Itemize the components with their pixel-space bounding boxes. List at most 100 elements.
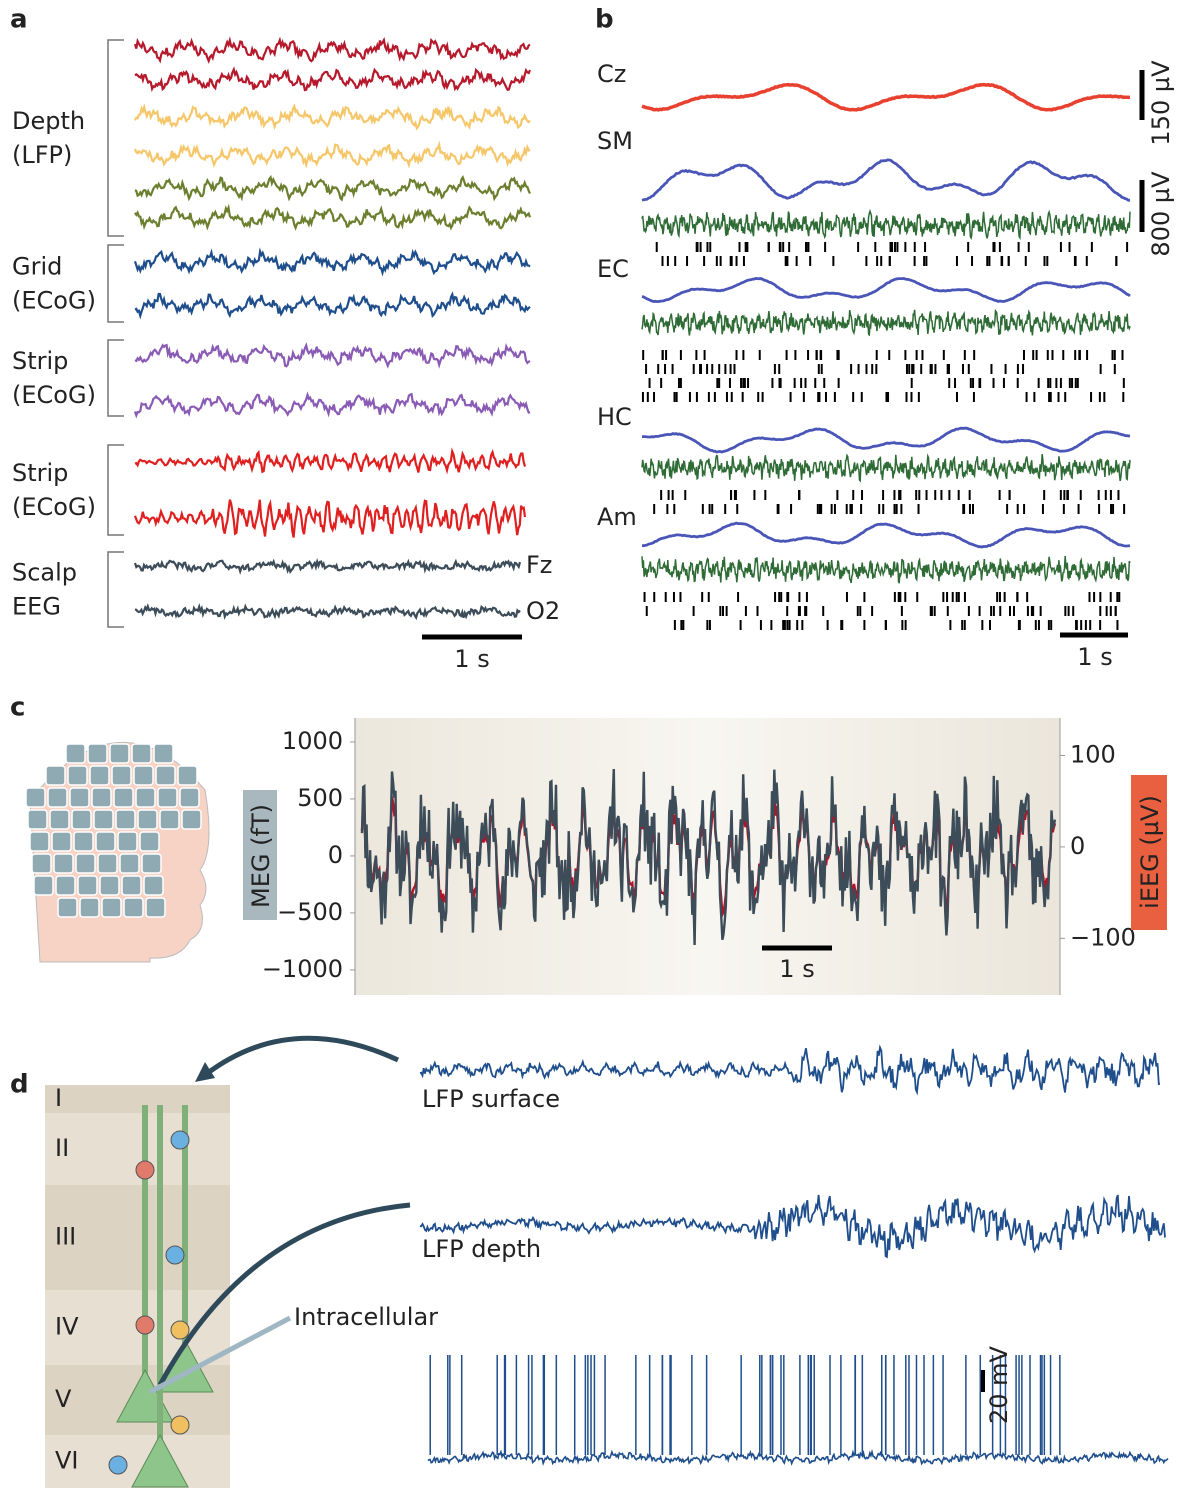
signal-trace xyxy=(133,499,527,538)
interneuron xyxy=(108,1455,128,1475)
sensor xyxy=(119,853,140,874)
y-tick-label: −500 xyxy=(277,898,343,926)
group-label: Strip xyxy=(12,347,68,375)
group-label: (LFP) xyxy=(12,141,72,169)
label-box xyxy=(1131,775,1167,930)
scale-label: 1 s xyxy=(779,955,814,983)
group-label: Strip xyxy=(12,459,68,487)
signal-trace xyxy=(641,82,1131,112)
signal-trace xyxy=(641,521,1131,549)
sensor xyxy=(113,787,134,808)
sensor xyxy=(135,787,156,808)
arrow xyxy=(157,1202,411,1387)
bracket xyxy=(107,244,124,323)
signal-trace xyxy=(134,174,531,202)
group-label: Depth xyxy=(12,107,85,135)
sensor xyxy=(99,875,120,896)
signal-trace xyxy=(641,308,1131,337)
layer-label: VI xyxy=(55,1447,79,1475)
y2-tick-label: 100 xyxy=(1070,740,1116,768)
sensor xyxy=(177,765,198,786)
channel-label: Am xyxy=(597,503,637,531)
signal-trace xyxy=(133,140,531,169)
sensor xyxy=(69,787,90,808)
sensor xyxy=(155,765,176,786)
scale-label: 800 µV xyxy=(1147,171,1175,257)
group-label: Grid xyxy=(12,253,62,281)
sensor xyxy=(73,831,94,852)
signal-trace xyxy=(419,1044,1161,1096)
sensor xyxy=(137,809,158,830)
sensor xyxy=(179,787,200,808)
signal-trace xyxy=(133,557,522,575)
signal-trace xyxy=(641,158,1131,202)
trace-label: LFP depth xyxy=(422,1235,541,1263)
signal-trace xyxy=(419,1194,1166,1259)
sensor xyxy=(49,809,70,830)
y-tick-label: 1000 xyxy=(282,727,343,755)
layer-label: V xyxy=(55,1385,72,1413)
signal-trace xyxy=(641,556,1131,584)
panel-label: b xyxy=(595,5,614,35)
sensor xyxy=(71,809,92,830)
sensor xyxy=(95,831,116,852)
trace-label: Intracellular xyxy=(294,1303,438,1331)
sensor xyxy=(123,897,144,918)
y-tick-label: 0 xyxy=(328,841,343,869)
sensor xyxy=(87,743,108,764)
sensor xyxy=(159,809,180,830)
sensor xyxy=(47,787,68,808)
group-label: EEG xyxy=(12,593,61,621)
signal-trace xyxy=(427,1448,1169,1466)
signal-trace xyxy=(133,36,531,64)
sensor xyxy=(109,743,130,764)
sensor xyxy=(181,809,202,830)
group-label: (ECoG) xyxy=(12,493,96,521)
signal-trace xyxy=(642,426,1131,454)
signal-trace xyxy=(641,453,1131,483)
cortical-layer xyxy=(45,1185,230,1290)
neuron xyxy=(131,1433,189,1488)
scale-label: 20 mV xyxy=(985,1345,1013,1424)
sensor xyxy=(25,787,46,808)
panel-label: a xyxy=(10,5,28,35)
sensor xyxy=(115,809,136,830)
sensor xyxy=(143,875,164,896)
sensor xyxy=(67,765,88,786)
bracket xyxy=(107,339,124,417)
label-box xyxy=(243,790,277,920)
sensor xyxy=(111,765,132,786)
sensor xyxy=(145,897,166,918)
sensor xyxy=(77,875,98,896)
signal-trace xyxy=(134,342,531,369)
signal-trace xyxy=(641,208,1131,241)
interneuron xyxy=(170,1415,190,1435)
plot-background xyxy=(355,718,1060,995)
sensor xyxy=(33,875,54,896)
layer-label: II xyxy=(55,1134,69,1162)
sensor xyxy=(45,765,66,786)
group-label: (ECoG) xyxy=(12,381,96,409)
arrow xyxy=(203,1035,400,1077)
signal-trace xyxy=(641,276,1131,304)
channel-label: HC xyxy=(597,403,632,431)
scale-label: 1 s xyxy=(454,645,489,673)
interneuron xyxy=(165,1245,185,1265)
sensor xyxy=(153,743,174,764)
sensor xyxy=(79,897,100,918)
y-tick-label: −1000 xyxy=(262,955,343,983)
sensor xyxy=(27,809,48,830)
y2-tick-label: −100 xyxy=(1070,923,1136,951)
sensor xyxy=(53,853,74,874)
interneuron xyxy=(135,1315,155,1335)
channel-label: EC xyxy=(597,255,629,283)
channel-label: Fz xyxy=(526,551,552,579)
signal-trace xyxy=(134,203,532,231)
signal-trace xyxy=(360,768,1057,946)
signal-trace xyxy=(134,66,532,92)
sensor xyxy=(117,831,138,852)
channel-label: SM xyxy=(597,127,633,155)
sensor xyxy=(75,853,96,874)
sensor xyxy=(121,875,142,896)
